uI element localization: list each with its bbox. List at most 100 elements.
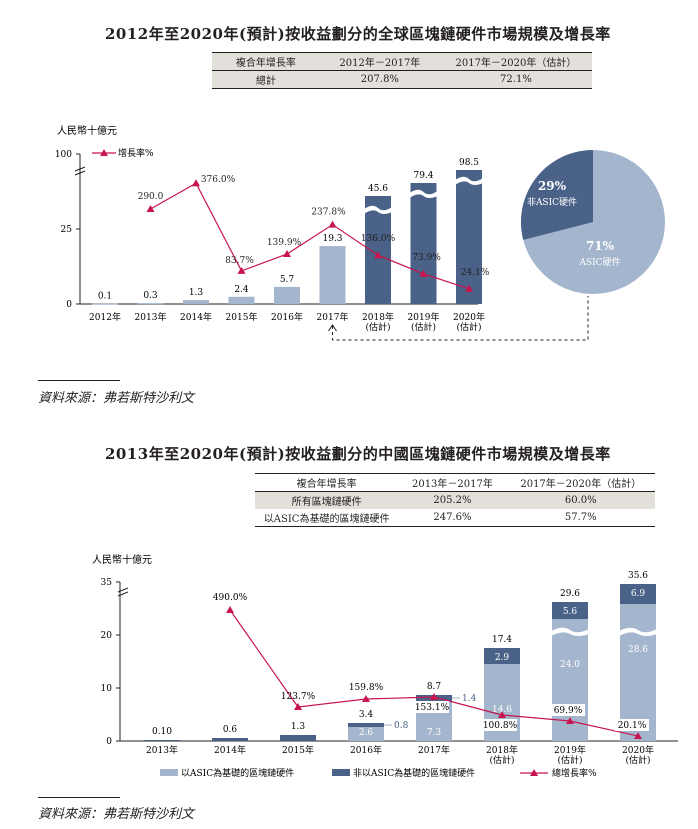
table-header-cell: 2017年－2020年（估計）: [506, 473, 655, 492]
table-cell: 72.1%: [439, 70, 592, 89]
x-tick-label: 2020年: [453, 311, 485, 323]
growth-value-label: 376.0%: [201, 175, 236, 185]
y-axis-break: [117, 591, 129, 597]
x-tick-label: 2017年: [317, 311, 349, 323]
growth-value-label: 136.0%: [361, 234, 396, 244]
growth-point: [498, 711, 506, 718]
y-axis-break: [117, 587, 129, 593]
y-axis-unit: 人民幣十億元: [57, 124, 117, 137]
y-tick-label: 10: [101, 684, 113, 694]
bar-asic-label: 24.0: [560, 660, 580, 670]
bar-break: [364, 205, 392, 214]
bar-asic: [620, 604, 656, 741]
bar-total-label: 8.7: [427, 682, 442, 692]
chart1-source-rule: [38, 380, 120, 381]
growth-value-label: 100.8%: [483, 721, 518, 731]
table-cell: 207.8%: [319, 70, 440, 89]
bar-total-label: 35.6: [628, 571, 648, 581]
growth-value-label: 20.1%: [618, 721, 647, 731]
x-tick-label: (估計): [456, 321, 481, 333]
legend-label: 總增長率%: [552, 767, 597, 779]
legend-label: 以ASIC為基礎的區塊鏈硬件: [181, 767, 294, 779]
table-header-cell: 2013年－2017年: [398, 473, 507, 492]
bar-asic: [144, 740, 180, 741]
x-tick-label: (估計): [365, 321, 390, 333]
table-row: 總計 207.8% 72.1%: [212, 70, 592, 89]
legend-marker: [530, 769, 538, 776]
table-header-cell: 複合年增長率: [255, 473, 399, 492]
growth-point: [566, 717, 574, 724]
x-tick-label: (估計): [625, 754, 650, 766]
legend-label: 增長率%: [118, 147, 154, 159]
chart1-source: 資料來源：弗若斯特沙利文: [38, 391, 195, 406]
y-tick-label: 0: [106, 737, 112, 747]
table-header-cell: 2012年－2017年: [319, 52, 440, 71]
growth-point: [192, 179, 200, 187]
x-tick-label: 2017年: [418, 744, 450, 756]
table-cell: 205.2%: [398, 491, 507, 509]
bar-break: [619, 627, 657, 636]
bar: [92, 303, 118, 305]
pie-slice-label: ASIC硬件: [578, 256, 620, 268]
bar: [456, 170, 482, 304]
bar-non-asic-label: 5.6: [563, 607, 578, 617]
bar-non-asic-label: 6.9: [631, 589, 646, 599]
growth-value-label: 24.1%: [461, 268, 490, 278]
x-tick-label: 2013年: [146, 744, 178, 756]
bar-non-asic: [620, 584, 656, 604]
growth-value-label: 159.8%: [349, 683, 384, 693]
bar-value-label: 19.3: [322, 234, 342, 244]
x-tick-label: (估計): [411, 321, 436, 333]
table-header-cell: 2017年－2020年（估計）: [439, 52, 592, 71]
bar-value-label: 0.3: [143, 291, 158, 301]
growth-value-label: 123.7%: [281, 692, 316, 702]
chart2-title: 2013年至2020年(預計)按收益劃分的中國區塊鏈硬件市場規模及增長率: [105, 445, 611, 463]
x-tick-label: 2020年: [622, 744, 654, 756]
growth-point: [419, 269, 428, 277]
x-tick-label: 2013年: [135, 311, 167, 323]
table-cell: 總計: [212, 70, 320, 89]
x-tick-label: 2016年: [271, 311, 303, 323]
growth-point: [465, 284, 473, 292]
table-cell: 以ASIC為基礎的區塊鏈硬件: [255, 509, 399, 527]
table-cell: 247.6%: [398, 509, 507, 527]
pie-slice-non-asic: [521, 150, 593, 240]
growth-point: [146, 205, 155, 212]
bar-asic-label: 14.6: [492, 705, 512, 715]
bar: [137, 303, 164, 305]
growth-value-label: 490.0%: [213, 593, 248, 603]
legend-label: 非以ASIC為基礎的區塊鏈硬件: [353, 767, 475, 779]
bar-break: [455, 176, 483, 185]
table-header-cell: 複合年增長率: [212, 52, 320, 71]
bar: [228, 296, 255, 304]
growth-point: [634, 732, 642, 739]
bar-asic-label: 28.6: [628, 645, 648, 655]
x-tick-label: (估計): [557, 754, 582, 766]
x-tick-label: (估計): [489, 754, 514, 766]
bar-value-label: 2.4: [234, 285, 249, 295]
y-tick-label: 100: [55, 150, 72, 160]
growth-label-bg: [483, 719, 517, 731]
legend-swatch-asic: [160, 769, 178, 776]
growth-value-label: 73.9%: [412, 253, 441, 263]
x-tick-label: 2014年: [180, 311, 212, 323]
pie-connector-arrow: [328, 324, 337, 332]
bar-asic: [212, 738, 248, 741]
x-tick-label: 2019年: [554, 744, 586, 756]
pie-connector: [332, 296, 589, 341]
bar-value-label: 98.5: [459, 158, 479, 168]
bar: [319, 246, 346, 304]
bar-asic-label: 7.3: [427, 728, 442, 738]
bar-break: [409, 189, 438, 198]
bar: [183, 300, 209, 304]
bar-non-asic: [348, 723, 384, 727]
x-tick-label: 2019年: [408, 311, 440, 323]
y-tick-label: 0: [66, 300, 72, 310]
bar-non-asic-label: 1.4: [462, 694, 477, 704]
table-cell: 60.0%: [506, 491, 655, 509]
growth-value-label: 290.0: [138, 192, 164, 202]
bar-total-label: 3.4: [359, 710, 374, 720]
chart1-cagr-table: 複合年增長率 2012年－2017年 2017年－2020年（估計） 總計 20…: [212, 52, 592, 89]
pie-slice-label: 非ASIC硬件: [527, 196, 577, 208]
bar-non-asic: [484, 648, 520, 664]
